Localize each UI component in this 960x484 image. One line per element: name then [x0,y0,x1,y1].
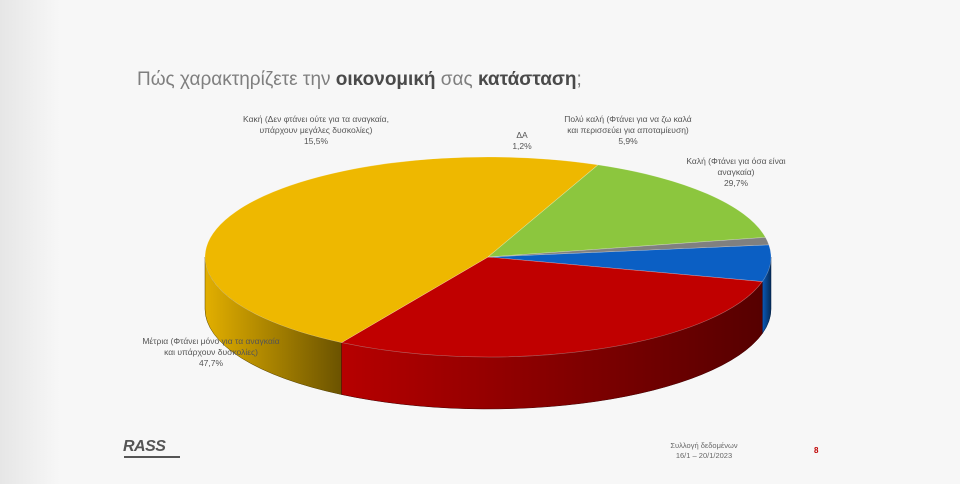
title-mid: σας [435,69,478,90]
slide-edge-shade [0,0,60,484]
title-bold-1: οικονομική [335,69,436,90]
label-kali-text: Καλή (Φτάνει για όσα είναι αναγκαία) [686,156,786,177]
title-bold-2: κατάσταση [477,69,577,90]
label-metria: Μέτρια (Φτάνει μόνο για τα αναγκαία και … [140,336,282,369]
page-title: Πώς χαρακτηρίζετε την οικονομική σας κατ… [137,69,582,91]
page-number: 8 [814,446,819,455]
title-prefix: Πώς χαρακτηρίζετε την [137,69,336,90]
pie-slice-3 [487,164,766,258]
pie-side-2 [204,256,342,395]
label-da-value: 1,2% [512,141,532,151]
rass-logo: RASS [123,438,166,455]
label-poly-kali-value: 5,9% [618,136,638,146]
pie-slice-4 [487,237,770,258]
title-suffix: ; [576,69,582,90]
label-kaki: Κακή (Δεν φτάνει ούτε για τα αναγκαία, υ… [236,114,396,147]
label-kali: Καλή (Φτάνει για όσα είναι αναγκαία) 29,… [676,156,796,189]
data-collection-dates: 16/1 – 20/1/2023 [675,451,733,460]
label-kaki-value: 15,5% [303,136,329,146]
pie-slice-0 [487,244,772,282]
rass-logo-underline [124,456,180,458]
data-collection-info: Συλλογή δεδομένων 16/1 – 20/1/2023 [640,441,768,461]
label-kaki-text: Κακή (Δεν φτάνει ούτε για τα αναγκαία, υ… [243,114,389,135]
label-da-text: ΔΑ [516,130,528,140]
label-poly-kali-text: Πολύ καλή (Φτάνει για να ζω καλά και περ… [564,114,692,135]
label-metria-text: Μέτρια (Φτάνει μόνο για τα αναγκαία και … [142,336,280,357]
label-da: ΔΑ 1,2% [497,130,547,152]
pie-slice-1 [340,256,763,358]
label-metria-value: 47,7% [198,358,224,368]
label-poly-kali: Πολύ καλή (Φτάνει για να ζω καλά και περ… [560,114,696,147]
data-collection-label: Συλλογή δεδομένων [670,441,738,450]
label-kali-value: 29,7% [723,178,749,188]
pie-slice-2 [204,156,599,343]
